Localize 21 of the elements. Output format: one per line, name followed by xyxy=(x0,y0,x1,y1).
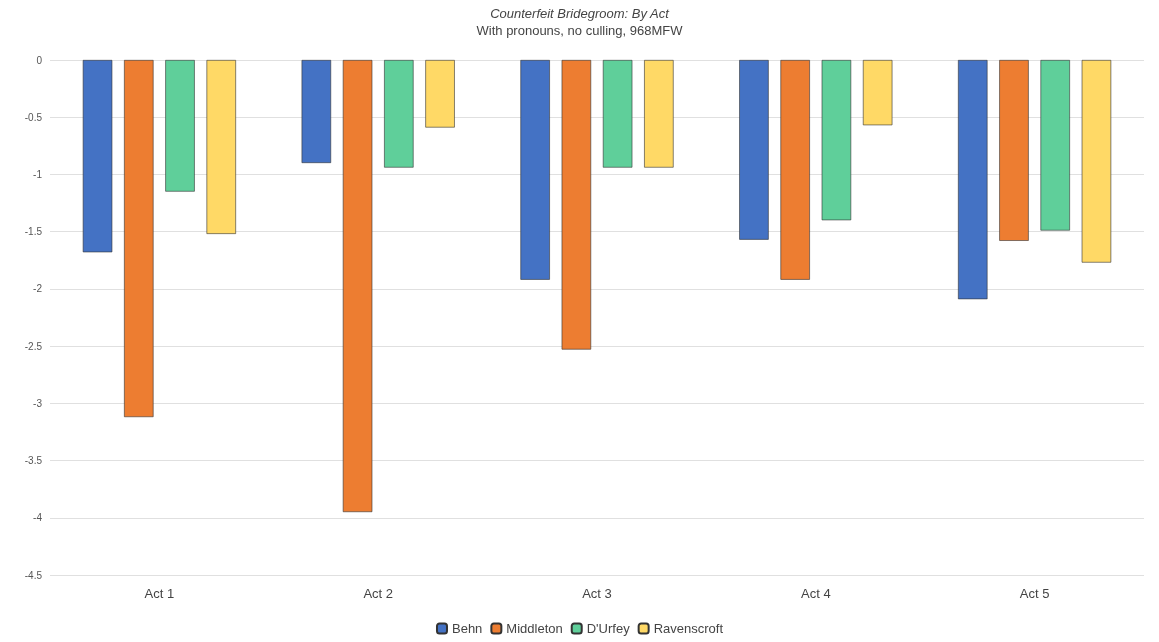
y-tick-label: -1.5 xyxy=(24,226,43,238)
legend-label: Middleton xyxy=(506,621,563,636)
y-tick-label: -3.5 xyxy=(24,455,43,467)
y-tick-label: 0 xyxy=(36,54,43,66)
y-tick-label: -4 xyxy=(33,512,43,524)
x-tick-label: Act 5 xyxy=(1019,586,1050,601)
y-tick-label: -3 xyxy=(33,397,43,409)
legend-label: D'Urfey xyxy=(586,621,631,636)
x-tick-label: Act 2 xyxy=(363,586,394,601)
x-tick-label: Act 1 xyxy=(144,586,175,601)
y-tick-label: -1 xyxy=(33,168,43,180)
x-tick-label: Act 3 xyxy=(582,586,612,601)
legend-label: Ravenscroft xyxy=(653,621,724,636)
x-tick-label: Act 4 xyxy=(800,586,831,601)
chart-subtitle: With pronouns, no culling, 968MFW xyxy=(476,23,684,38)
y-tick-label: -2.5 xyxy=(24,340,43,352)
chart-title: Counterfeit Bridegroom: By Act xyxy=(490,6,671,21)
y-tick-label: -2 xyxy=(33,283,43,295)
legend-label: Behn xyxy=(451,621,483,636)
y-tick-label: -4.5 xyxy=(24,569,43,581)
y-tick-label: -0.5 xyxy=(24,111,43,123)
